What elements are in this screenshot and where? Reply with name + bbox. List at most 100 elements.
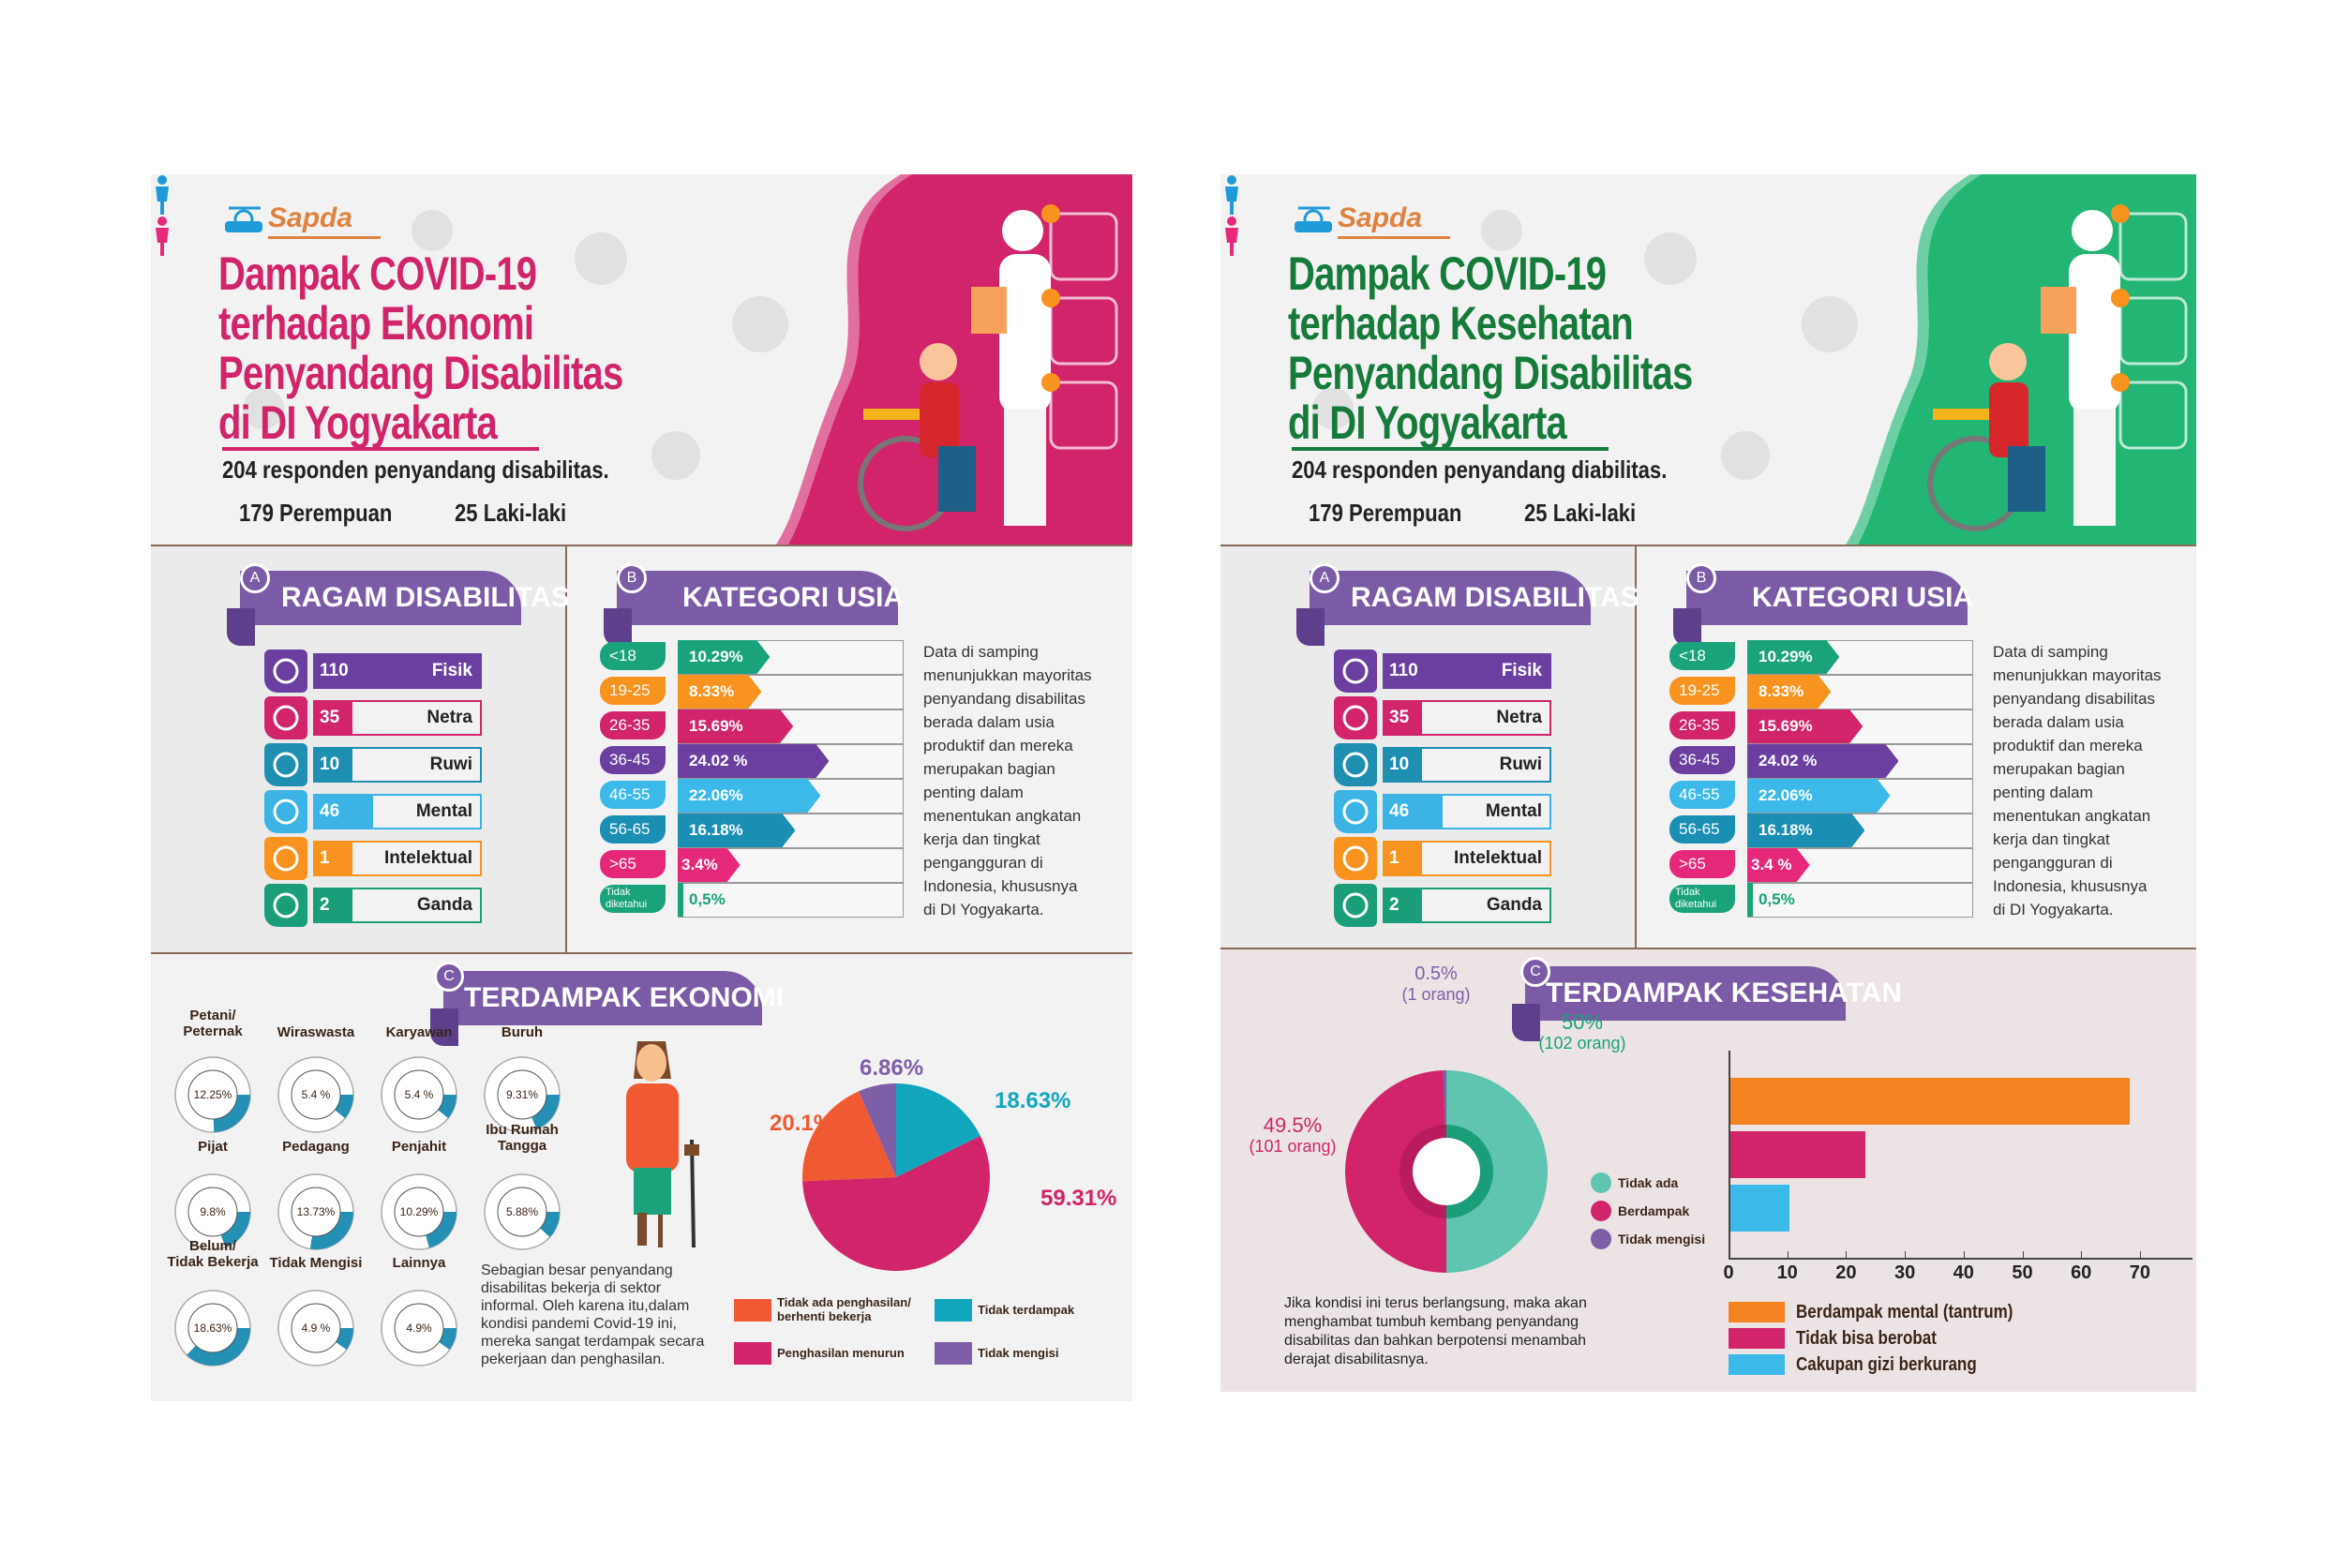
- age-label-tag: 56-65: [1669, 815, 1735, 844]
- disability-row: 35 Netra: [264, 696, 484, 739]
- x-tick-label: 30: [1893, 1262, 1916, 1283]
- x-tick: [2139, 1251, 2141, 1259]
- count-cell: [1385, 889, 1422, 921]
- wheelchair-seat: [863, 409, 920, 420]
- logo-text: Sapda: [1338, 202, 1423, 233]
- donut-label: 49.5% (101 orang): [1241, 1114, 1344, 1157]
- age-label-tag: 46-55: [1669, 781, 1735, 809]
- disability-bar: 10 Ruwi: [1383, 747, 1551, 783]
- x-tick: [1787, 1251, 1789, 1259]
- age-label-tag: 19-25: [1669, 677, 1735, 705]
- disability-row: 10 Ruwi: [264, 743, 484, 786]
- age-value: 0,5%: [689, 890, 726, 908]
- male-icon: [1220, 216, 1243, 257]
- middle-section: RAGAM DISABILITAS A 110 Fisik 35 Netra 10 Ruwi 4…: [151, 545, 1132, 954]
- donut-count: (1 orang): [1401, 985, 1471, 1004]
- donut-percent: 0.5%: [1414, 963, 1458, 984]
- disability-label: Intelektual: [1454, 848, 1542, 868]
- ppe-box-icon: [1049, 212, 1118, 281]
- x-tick-label: 10: [1776, 1262, 1798, 1283]
- pie-slice-label: 20.1%: [770, 1111, 834, 1136]
- occupation-value: 13.73%: [296, 1205, 336, 1218]
- doctor-head: [1002, 210, 1043, 251]
- virus-icon: [1721, 431, 1770, 480]
- section-divider: [565, 546, 567, 952]
- virus-icon: [732, 296, 788, 352]
- doctor-body: [2069, 254, 2120, 413]
- female-icon: [1220, 174, 1243, 216]
- economy-description: Sebagian besar penyandang disabilitas be…: [481, 1262, 705, 1367]
- pie-slice-label: 6.86%: [860, 1055, 924, 1081]
- donut-legend-label: Berdampak: [1618, 1203, 1690, 1218]
- bar-legend-swatch: [1729, 1328, 1785, 1349]
- disability-bar: 1 Intelektual: [1383, 841, 1551, 876]
- logo-emblem-icon: [1295, 206, 1332, 232]
- title-line: Dampak COVID-19: [1288, 247, 1607, 300]
- disability-row: 35 Netra: [1334, 696, 1553, 739]
- disability-bar: 1 Intelektual: [313, 841, 482, 876]
- title-line: Penyandang Disabilitas: [1288, 347, 1693, 399]
- donut-center: [394, 1303, 444, 1353]
- age-value: 10.29%: [1759, 648, 1813, 665]
- occupation-donut: [381, 1056, 457, 1133]
- eye-crossed-icon: [1334, 696, 1377, 739]
- age-bar: [1747, 779, 1890, 813]
- occupation-donut: [174, 1173, 251, 1250]
- age-label-tag: 26-35: [1669, 711, 1735, 739]
- occupation-label: Ibu Rumah Tangga: [486, 1122, 559, 1154]
- age-value: 0,5%: [1759, 890, 1795, 908]
- count-cell: [1385, 796, 1443, 828]
- person-with-crutch-illustration: [609, 1037, 712, 1252]
- male-count: 25 Laki-laki: [455, 499, 567, 527]
- age-description: Data di samping menunjukkan mayoritas pe…: [1993, 643, 2162, 918]
- female-count: 179 Perempuan: [239, 499, 393, 527]
- occupation-label: Pedagang: [282, 1139, 350, 1155]
- bottom-section: TERDAMPAK EKONOMI C Petani/ Peternak 12.25%…: [151, 954, 1132, 1401]
- title-underline: [1292, 447, 1609, 451]
- occupation-value: 4.9 %: [301, 1322, 331, 1335]
- head-mind-icon: [1334, 790, 1377, 833]
- occupation-donut: [381, 1173, 457, 1250]
- economy-infographic: Sapda Dampak COVID-19 terhadap Ekonomi Peny…: [151, 174, 1132, 1401]
- disability-count: 1: [1389, 848, 1400, 868]
- disability-row: 10 Ruwi: [1334, 743, 1553, 786]
- disability-bar: 110 Fisik: [1383, 653, 1551, 689]
- pie-legend-label: Tidak ada penghasilan/ berhenti bekerja: [777, 1295, 911, 1323]
- patient-legs: [2008, 446, 2045, 512]
- title-line: di DI Yogyakarta: [218, 396, 498, 449]
- age-value: 15.69%: [1759, 717, 1813, 735]
- logo-underline: [268, 236, 381, 239]
- donut-percent: 49.5%: [1263, 1113, 1323, 1137]
- age-value: 10.29%: [689, 648, 743, 665]
- disability-bar: 46 Mental: [1383, 794, 1551, 829]
- title-line: di DI Yogyakarta: [1288, 396, 1567, 449]
- pie-slice: [802, 1091, 896, 1182]
- age-bar: [1747, 640, 1839, 674]
- occupation-donut: [174, 1056, 251, 1133]
- age-label-tag: <18: [1669, 642, 1735, 670]
- age-label-tag: <18: [600, 642, 666, 670]
- occupation-label: Pijat: [198, 1139, 228, 1155]
- disability-count: 1: [320, 848, 330, 868]
- income-pie-chart: [802, 1083, 990, 1271]
- occupation-value: 10.29%: [399, 1205, 439, 1218]
- disability-bar: 10 Ruwi: [313, 747, 482, 783]
- ppe-box-icon: [2118, 381, 2188, 450]
- age-value: 8.33%: [689, 682, 735, 700]
- age-label-tag: 56-65: [600, 815, 666, 844]
- age-bar: [678, 675, 761, 709]
- age-value: 3.4%: [681, 856, 718, 874]
- health-impact-donut-chart: [1345, 1070, 1548, 1273]
- occupation-label: Karyawan: [385, 1024, 453, 1040]
- donut-legend-dot: [1591, 1201, 1611, 1221]
- x-tick-label: 70: [2129, 1262, 2151, 1283]
- age-label-tag: >65: [1669, 850, 1735, 878]
- banner-title: KATEGORI USIA: [682, 582, 905, 613]
- pie-legend-swatch: [734, 1342, 771, 1365]
- badge-c: C: [1520, 957, 1550, 987]
- disability-count: 10: [1389, 754, 1410, 774]
- disability-bar: 110 Fisik: [313, 653, 482, 689]
- respondents-count: 204 responden penyandang diabilitas.: [1292, 455, 1668, 484]
- donut-slice: [1345, 1070, 1446, 1273]
- age-value: 16.18%: [1759, 821, 1813, 839]
